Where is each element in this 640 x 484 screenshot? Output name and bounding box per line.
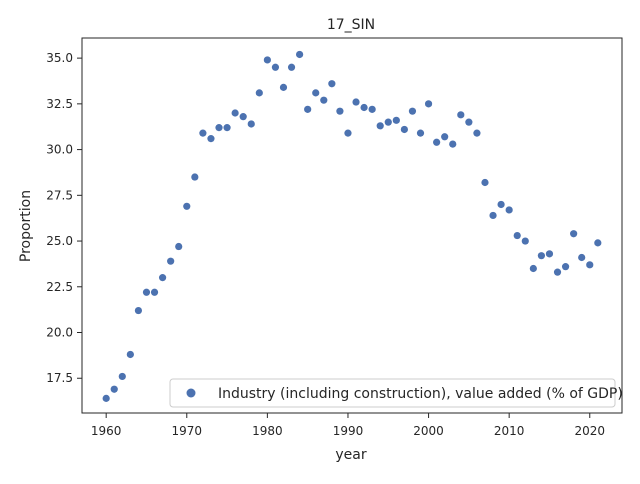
data-point xyxy=(416,129,425,137)
data-point xyxy=(320,96,328,104)
data-point xyxy=(441,133,449,141)
data-point xyxy=(191,173,199,181)
data-point xyxy=(102,394,110,402)
data-point xyxy=(497,200,505,209)
x-axis-label: year xyxy=(335,447,366,463)
data-point xyxy=(586,261,594,269)
data-point xyxy=(457,111,465,119)
y-tick-label: 32.5 xyxy=(46,97,73,111)
data-point xyxy=(360,103,368,112)
data-point xyxy=(505,206,513,214)
plot-area-frame xyxy=(81,37,623,414)
data-point xyxy=(239,113,247,121)
data-point xyxy=(231,109,239,117)
data-point xyxy=(336,107,344,115)
data-point xyxy=(465,118,473,126)
data-point xyxy=(110,385,118,393)
data-point xyxy=(304,105,312,113)
data-point xyxy=(150,288,159,296)
data-point xyxy=(199,129,207,137)
data-point xyxy=(529,264,537,273)
data-point xyxy=(408,107,417,115)
data-point xyxy=(537,252,546,260)
x-tick-label: 1970 xyxy=(172,424,203,438)
data-point xyxy=(271,63,280,71)
legend-marker xyxy=(186,388,196,398)
data-point xyxy=(561,263,570,271)
legend: Industry (including construction), value… xyxy=(169,378,623,408)
data-point xyxy=(376,122,384,130)
x-tick-label: 1990 xyxy=(333,424,364,438)
data-point xyxy=(328,80,336,88)
y-tick-label: 35.0 xyxy=(46,51,73,65)
data-point xyxy=(489,211,497,220)
data-point xyxy=(384,118,392,126)
y-axis-label: Proportion xyxy=(18,190,34,262)
y-tick-label: 22.5 xyxy=(46,280,73,294)
data-point xyxy=(473,129,481,137)
data-point xyxy=(368,105,376,113)
data-point xyxy=(279,83,288,91)
data-point xyxy=(449,140,457,148)
data-point xyxy=(247,120,255,128)
data-point xyxy=(594,239,602,247)
data-point xyxy=(126,350,134,359)
data-point xyxy=(545,250,554,258)
data-point xyxy=(513,231,521,240)
data-point xyxy=(481,178,489,187)
x-tick-label: 2010 xyxy=(494,424,525,438)
data-point xyxy=(312,89,320,97)
data-point xyxy=(344,129,352,137)
data-point xyxy=(134,306,143,315)
data-point xyxy=(570,230,578,238)
data-point xyxy=(400,125,408,134)
y-tick-label: 20.0 xyxy=(46,326,73,340)
data-point xyxy=(167,257,175,265)
x-tick-label: 1980 xyxy=(252,424,283,438)
data-point xyxy=(521,237,529,245)
legend-box xyxy=(169,378,616,408)
data-point xyxy=(158,274,167,282)
data-point xyxy=(296,50,304,59)
data-point xyxy=(553,268,562,276)
y-tick-label: 25.0 xyxy=(46,234,73,248)
x-tick-label: 1960 xyxy=(91,424,122,438)
data-point xyxy=(175,242,183,251)
x-tick-label: 2020 xyxy=(574,424,605,438)
data-point xyxy=(255,89,263,97)
data-point xyxy=(118,372,126,381)
chart-title: 17_SIN xyxy=(327,17,375,33)
data-point xyxy=(207,135,215,143)
legend-label: Industry (including construction), value… xyxy=(218,386,623,402)
y-tick-label: 17.5 xyxy=(46,371,73,385)
data-point xyxy=(424,100,433,108)
data-point xyxy=(183,202,191,210)
data-point xyxy=(352,98,360,106)
y-tick-label: 30.0 xyxy=(46,143,73,157)
data-point xyxy=(433,138,441,146)
x-tick-label: 2000 xyxy=(413,424,444,438)
data-point xyxy=(215,124,223,132)
data-point xyxy=(223,124,231,132)
data-point xyxy=(263,56,271,64)
y-tick-label: 27.5 xyxy=(46,188,73,202)
data-point xyxy=(142,288,151,296)
data-point xyxy=(287,63,296,71)
data-point xyxy=(578,253,586,262)
data-point xyxy=(392,116,400,124)
